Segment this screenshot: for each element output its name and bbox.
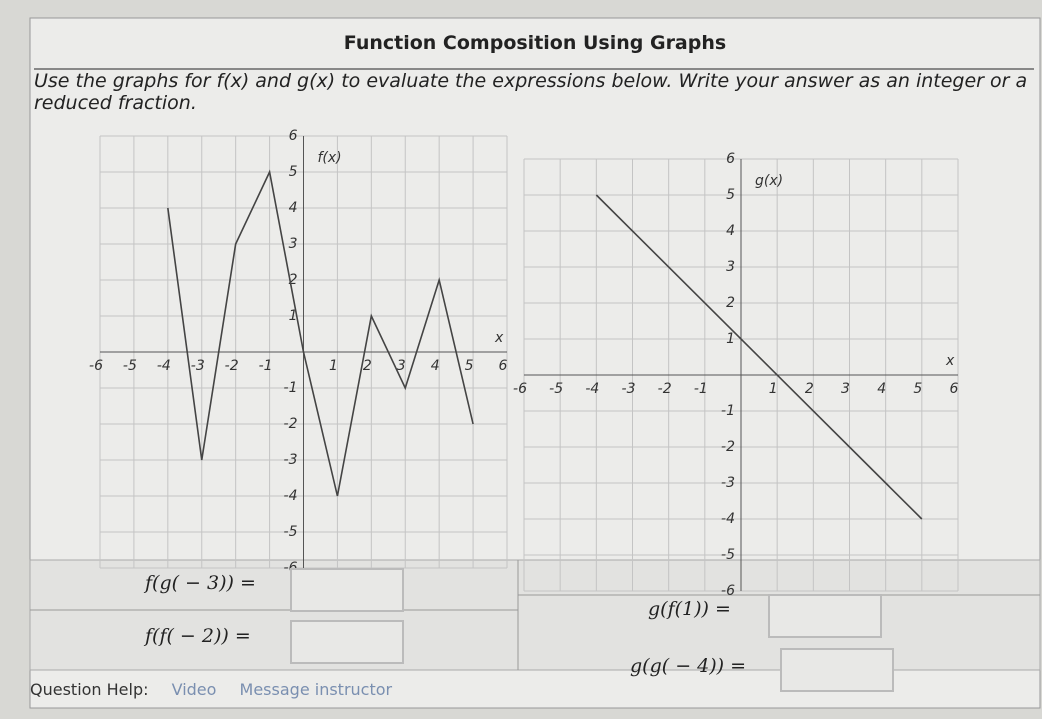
question: f(g( − 3)) = — [145, 572, 256, 594]
y-tick-label: 5 — [289, 164, 298, 180]
x-tick-label: -3 — [622, 381, 636, 397]
x-tick-label: -1 — [694, 381, 708, 397]
x-tick-label: -6 — [89, 358, 103, 374]
footer: Question Help: Video Message instructor — [30, 680, 410, 699]
y-tick-label: 4 — [289, 200, 298, 216]
y-tick-label: -5 — [284, 524, 298, 540]
x-tick-label: 1 — [769, 381, 778, 397]
y-tick-label: 3 — [289, 236, 298, 252]
function-graph — [595, 194, 923, 520]
help-label: Question Help: — [30, 680, 149, 699]
y-tick-label: 1 — [726, 331, 735, 347]
title: Function Composition Using Graphs — [343, 32, 727, 54]
video-link[interactable]: Video — [171, 680, 217, 699]
x-tick-label: -4 — [585, 381, 599, 397]
x-tick-label: 3 — [841, 381, 850, 397]
y-tick-label: -4 — [721, 511, 735, 527]
y-tick-label: -3 — [284, 452, 298, 468]
message-link[interactable]: Message instructor — [239, 680, 393, 699]
x-tick-label: 2 — [805, 381, 814, 397]
x-axis-label: x — [945, 353, 955, 369]
x-tick-label: -5 — [549, 381, 563, 397]
y-tick-label: -2 — [284, 416, 298, 432]
y-tick-label: 1 — [289, 308, 298, 324]
y-tick-label: -4 — [284, 488, 298, 504]
x-tick-label: 2 — [363, 358, 372, 374]
x-tick-label: -2 — [225, 358, 239, 374]
x-tick-label: 1 — [329, 358, 338, 374]
answer-input[interactable] — [290, 568, 404, 612]
y-tick-label: -1 — [721, 403, 735, 419]
x-tick-label: -1 — [259, 358, 273, 374]
x-tick-label: -5 — [123, 358, 137, 374]
question: g(f(1)) = — [648, 598, 731, 620]
y-tick-label: 4 — [726, 223, 735, 239]
question: f(f( − 2)) = — [145, 625, 251, 647]
y-tick-label: -5 — [721, 547, 735, 563]
x-tick-label: 4 — [431, 358, 440, 374]
y-tick-label: 2 — [726, 295, 735, 311]
question: g(g( − 4)) = — [630, 655, 747, 677]
instructions: Use the graphs for f(x) and g(x) to eval… — [34, 68, 1034, 114]
y-tick-label: 6 — [726, 151, 735, 167]
answer-input[interactable] — [768, 594, 882, 638]
answer-input[interactable] — [780, 648, 894, 692]
x-tick-label: -6 — [513, 381, 527, 397]
x-tick-label: 6 — [950, 381, 959, 397]
x-tick-label: 5 — [465, 358, 474, 374]
function-graph — [167, 169, 474, 497]
y-tick-label: -3 — [721, 475, 735, 491]
y-tick-label: -1 — [284, 380, 298, 396]
y-tick-label: -2 — [721, 439, 735, 455]
y-tick-label: 3 — [726, 259, 735, 275]
function-label: g(x) — [755, 173, 783, 189]
x-tick-label: -3 — [191, 358, 205, 374]
x-tick-label: 3 — [397, 358, 406, 374]
x-tick-label: -2 — [658, 381, 672, 397]
y-tick-label: 6 — [289, 128, 298, 144]
answer-input[interactable] — [290, 620, 404, 664]
x-axis-label: x — [494, 330, 504, 346]
y-tick-label: 2 — [289, 272, 298, 288]
x-tick-label: 6 — [499, 358, 508, 374]
y-tick-label: -6 — [721, 583, 735, 599]
y-tick-label: 5 — [726, 187, 735, 203]
x-tick-label: -4 — [157, 358, 171, 374]
function-label: f(x) — [318, 150, 342, 166]
x-tick-label: 4 — [877, 381, 886, 397]
x-tick-label: 5 — [913, 381, 922, 397]
